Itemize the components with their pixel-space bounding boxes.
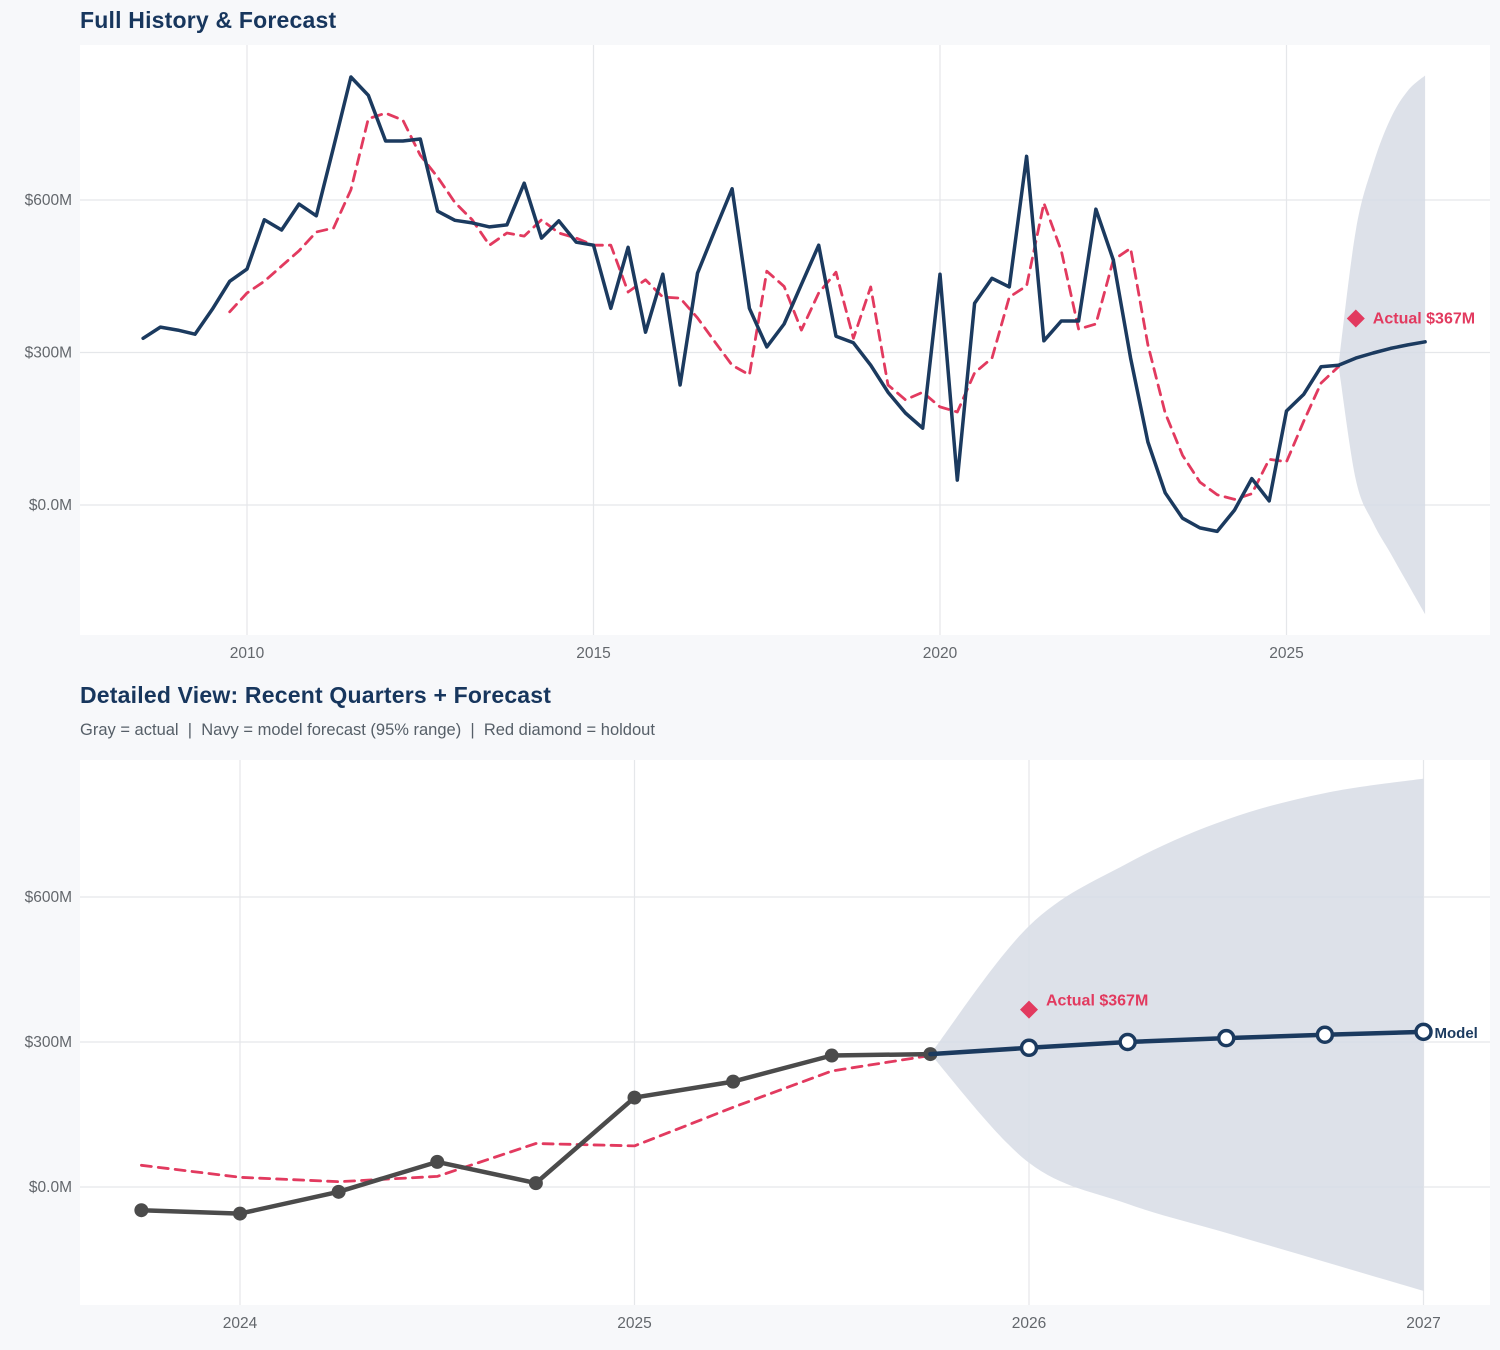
model-line-label: Model (1435, 1025, 1478, 1042)
forecast-confidence-band (1338, 75, 1426, 615)
y-tick-label: $0.0M (29, 1179, 72, 1196)
x-tick-label: 2024 (223, 1315, 258, 1332)
x-tick-label: 2010 (230, 645, 265, 662)
series-smoothed-line (228, 111, 1340, 501)
full-history-chart-title: Full History & Forecast (80, 7, 337, 33)
x-tick-label: 2025 (617, 1315, 651, 1332)
holdout-diamond-icon (1020, 1000, 1038, 1019)
holdout-diamond-icon (1346, 309, 1365, 328)
detailed-view-chart-title: Detailed View: Recent Quarters + Forecas… (80, 682, 552, 708)
y-tick-label: $600M (25, 192, 72, 209)
holdout-annotation-label: Actual $367M (1046, 993, 1148, 1010)
forecast-point-circle (1118, 1032, 1137, 1052)
holdout-annotation-label: Actual $367M (1373, 310, 1475, 327)
series-history-line (141, 75, 1341, 534)
actual-point-dot (824, 1048, 839, 1063)
forecast-confidence-band (930, 778, 1424, 1291)
plot-area (80, 45, 1490, 635)
forecast-point-circle (1217, 1028, 1236, 1048)
x-tick-label: 2020 (923, 645, 958, 662)
detailed-view-forecast-chart: Actual $367M Model 2024 2025 2026 2027 $0.0M $3… (25, 760, 1490, 1332)
actual-point-dot (134, 1203, 149, 1218)
actual-point-dot (233, 1206, 247, 1221)
forecast-point-circle (1414, 1022, 1433, 1042)
actual-point-dot (726, 1074, 741, 1089)
y-tick-label: $0.0M (29, 497, 72, 514)
actual-point-dot (528, 1176, 543, 1191)
y-tick-label: $600M (25, 889, 72, 906)
forecast-point-circle (1315, 1025, 1335, 1044)
series-forecast-line (928, 1029, 1426, 1057)
forecast-point-circle (1019, 1038, 1039, 1058)
y-tick-label: $300M (25, 345, 72, 362)
x-tick-label: 2027 (1406, 1315, 1440, 1332)
actual-point-dot (627, 1090, 642, 1105)
actual-point-dot (331, 1184, 346, 1199)
series-forecast-line (1336, 340, 1427, 367)
y-tick-label: $300M (25, 1034, 72, 1051)
actual-point-dot (430, 1154, 445, 1169)
x-tick-label: 2015 (576, 645, 610, 662)
x-tick-label: 2025 (1269, 645, 1303, 662)
x-tick-label: 2026 (1012, 1315, 1046, 1332)
series-smoothed-line (140, 1054, 932, 1184)
full-history-forecast-chart: Actual $367M 2010 2015 2020 2025 $0.0M $300M $6… (25, 45, 1490, 662)
detailed-view-legend-subtitle: Gray = actual | Navy = model forecast (9… (80, 721, 655, 739)
